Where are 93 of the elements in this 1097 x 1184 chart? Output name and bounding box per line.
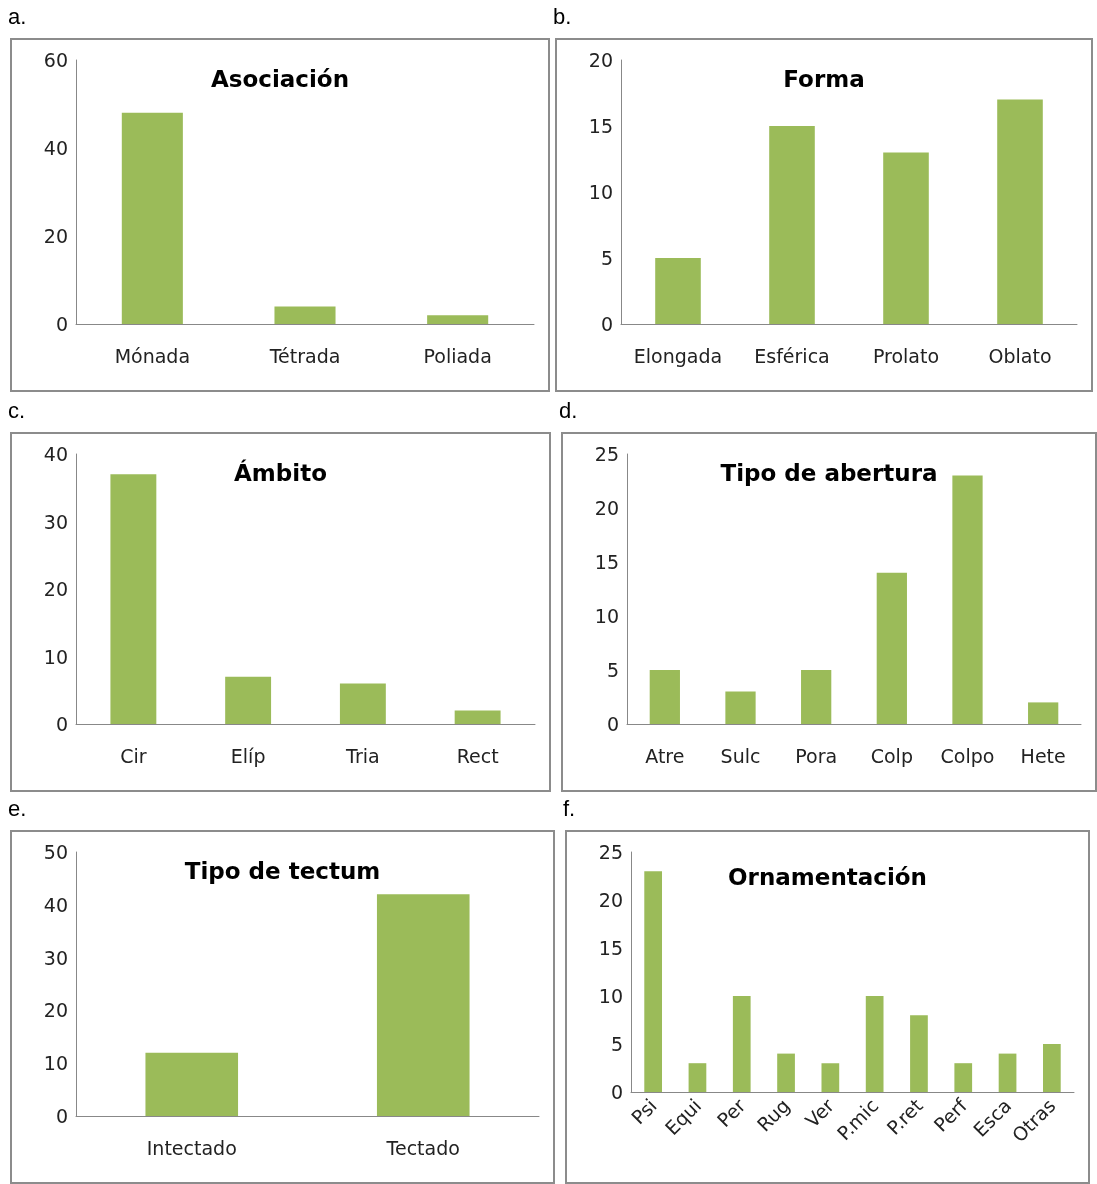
- y-tick-label: 20: [594, 497, 619, 519]
- bar: [644, 871, 663, 1092]
- y-tick-label: 40: [43, 893, 68, 916]
- y-tick-label: 20: [43, 225, 68, 247]
- bar: [649, 670, 680, 724]
- bar: [274, 306, 336, 324]
- chart-title: Asociación: [210, 65, 350, 92]
- y-tick-label: 0: [606, 713, 619, 735]
- text: Ornamentación: [728, 863, 927, 890]
- x-tick-label: Oblato: [988, 344, 1052, 367]
- y-tick-label: 0: [55, 1105, 68, 1127]
- y-tick-label: 30: [43, 510, 68, 533]
- text: c.: [8, 398, 26, 424]
- y-tick-label: 60: [43, 49, 68, 71]
- y-tick-label: 10: [598, 985, 623, 1007]
- y-tick-label: 15: [594, 551, 619, 573]
- y-tick-label: 5: [606, 659, 619, 681]
- y-tick-label: 40: [43, 443, 68, 465]
- y-tick-label: 5: [610, 1033, 623, 1055]
- bar: [997, 99, 1043, 324]
- bar: [769, 126, 815, 324]
- bar: [725, 691, 756, 724]
- y-tick-label: 20: [43, 999, 68, 1022]
- x-tick-label: Prolato: [872, 344, 940, 367]
- bar: [998, 1053, 1017, 1092]
- x-tick-label: Rect: [456, 744, 499, 767]
- y-tick-label: 20: [588, 49, 613, 71]
- y-tick-label: 20: [598, 889, 623, 911]
- y-tick-label: 25: [594, 443, 619, 465]
- x-tick-label: Rug: [752, 1094, 794, 1136]
- bar: [865, 996, 884, 1092]
- x-tick-label: Tria: [345, 744, 380, 767]
- x-tick-label: Atre: [645, 744, 685, 767]
- y-tick-label: 10: [43, 1052, 68, 1075]
- bar: [339, 683, 386, 724]
- bar: [688, 1063, 707, 1092]
- x-tick-label: Poliada: [423, 344, 492, 367]
- x-tick-label: Elongada: [633, 344, 723, 367]
- bar: [454, 710, 501, 724]
- bar: [910, 1015, 928, 1092]
- x-tick-label: Per: [712, 1094, 750, 1132]
- y-tick-label: 15: [588, 115, 613, 137]
- y-tick-label: 50: [43, 841, 68, 863]
- chart-title: Tipo de abertura: [720, 459, 938, 486]
- x-tick-label: Cir: [120, 744, 147, 767]
- text: b.: [553, 4, 572, 30]
- bar: [883, 152, 929, 324]
- y-tick-label: 0: [600, 313, 613, 335]
- bar: [655, 258, 701, 324]
- bar: [121, 112, 183, 324]
- bar: [954, 1063, 973, 1092]
- bar: [876, 572, 907, 724]
- y-tick-label: 10: [594, 605, 619, 627]
- bar: [1042, 1044, 1061, 1092]
- bar: [801, 670, 832, 724]
- bar: [732, 996, 751, 1092]
- x-tick-label: Tectado: [385, 1136, 460, 1159]
- x-tick-label: Psi: [626, 1094, 661, 1129]
- y-tick-label: 5: [600, 247, 613, 269]
- x-tick-label: Intectado: [146, 1136, 237, 1159]
- chart-title: Tipo de tectum: [184, 857, 381, 884]
- y-tick-label: 10: [43, 645, 68, 668]
- x-tick-label: Mónada: [114, 344, 191, 367]
- y-tick-label: 0: [610, 1081, 623, 1103]
- y-tick-label: 10: [588, 181, 613, 203]
- y-tick-label: 15: [598, 937, 623, 959]
- x-tick-label: Tétrada: [268, 344, 341, 367]
- y-tick-label: 0: [55, 713, 68, 735]
- chart-title: Ámbito: [234, 458, 327, 486]
- x-tick-label: Pora: [795, 744, 838, 767]
- x-tick-label: Colpo: [940, 744, 995, 767]
- y-tick-label: 20: [43, 578, 68, 600]
- bar: [225, 676, 272, 724]
- bar: [110, 474, 157, 724]
- y-tick-label: 0: [55, 313, 68, 335]
- bar: [821, 1063, 840, 1092]
- text: e.: [8, 796, 27, 822]
- x-tick-label: Hete: [1020, 744, 1066, 767]
- x-tick-label: Colp: [870, 744, 913, 767]
- bar: [1028, 702, 1059, 724]
- y-tick-label: 40: [43, 137, 68, 159]
- x-tick-label: Esférica: [754, 344, 830, 367]
- text: f.: [563, 796, 576, 822]
- chart-title: Forma: [783, 65, 865, 92]
- bar: [427, 315, 489, 324]
- text: d.: [559, 398, 578, 424]
- y-tick-label: 25: [598, 841, 623, 863]
- bar: [952, 475, 983, 724]
- x-tick-label: Sulc: [720, 744, 761, 767]
- x-tick-label: Elíp: [230, 744, 266, 767]
- bar: [777, 1053, 795, 1092]
- text: a.: [8, 4, 27, 30]
- y-tick-label: 30: [43, 946, 68, 969]
